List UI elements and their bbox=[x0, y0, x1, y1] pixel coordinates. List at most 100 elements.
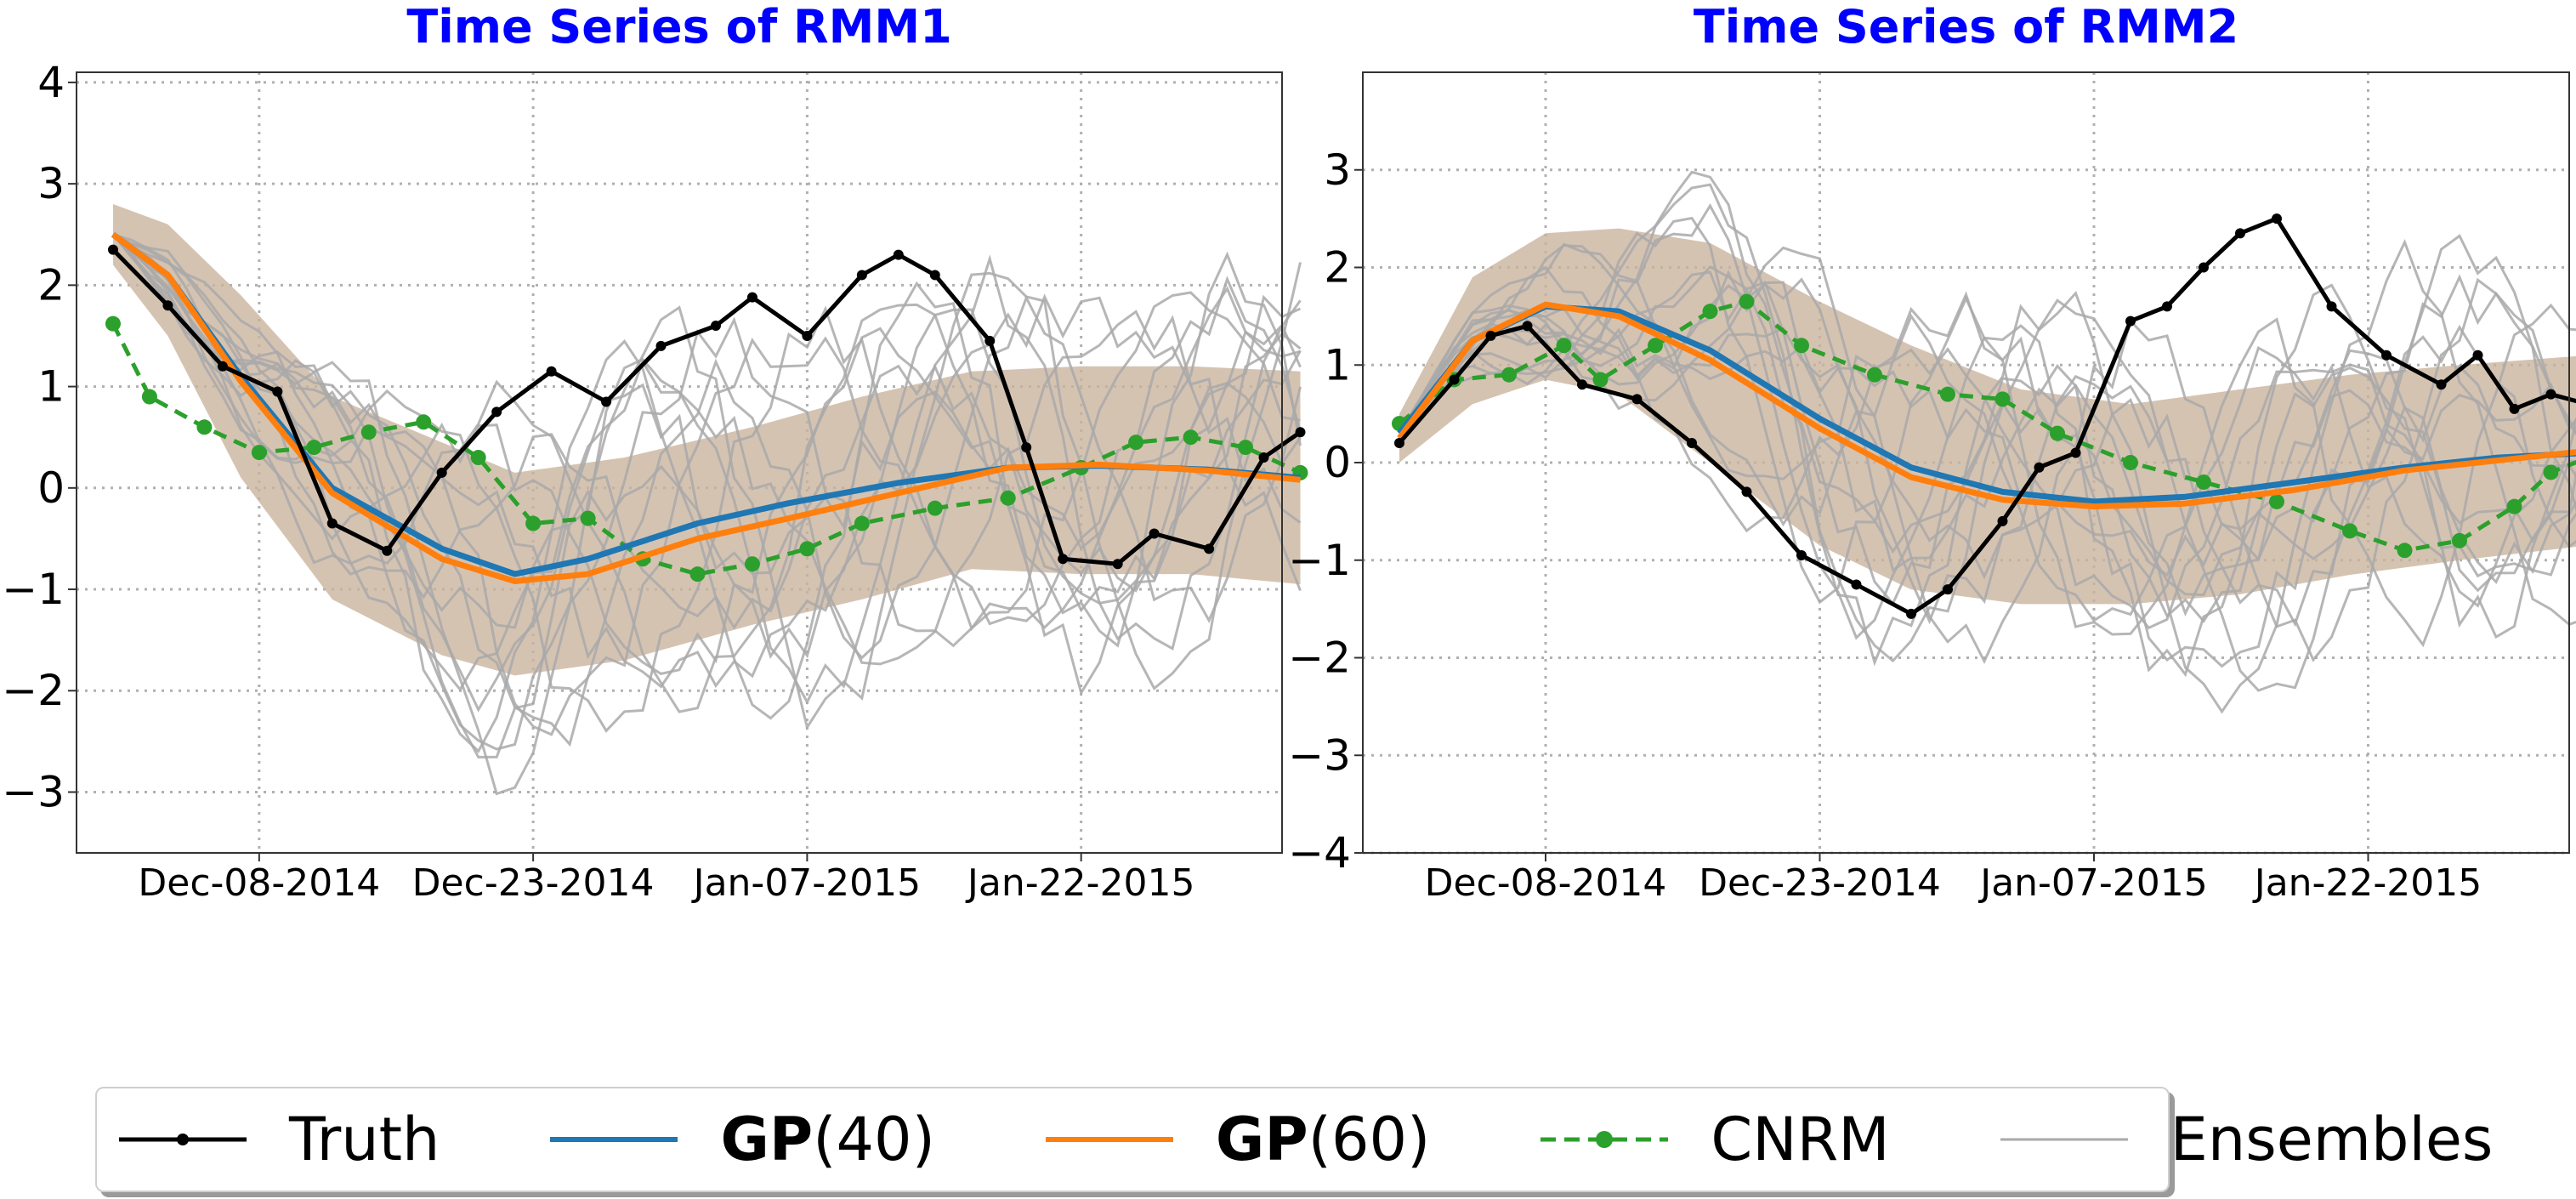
ensemble-line bbox=[1398, 306, 2576, 580]
y-tick-label: 0 bbox=[1324, 438, 1351, 487]
series-point-truth bbox=[1258, 452, 1269, 463]
x-tick-label: Dec-08-2014 bbox=[1425, 861, 1667, 905]
series-point-truth bbox=[2125, 315, 2136, 327]
series-point-cnrm bbox=[1556, 338, 1572, 354]
y-tick-label: 4 bbox=[37, 58, 65, 107]
series-point-truth bbox=[1204, 543, 1215, 554]
series-point-truth bbox=[2235, 228, 2245, 239]
series-point-truth bbox=[1577, 379, 1587, 390]
series-line-gp60 bbox=[111, 231, 1301, 584]
series-point-cnrm bbox=[141, 389, 157, 405]
series-point-cnrm bbox=[1739, 293, 1755, 310]
legend-swatch-truth bbox=[119, 1134, 247, 1145]
series-point-cnrm bbox=[1501, 367, 1517, 383]
series-point-cnrm bbox=[2196, 474, 2211, 490]
ensemble-line bbox=[111, 233, 1302, 759]
series-point-truth bbox=[546, 366, 557, 377]
legend-item-ensembles: Ensembles bbox=[2000, 1105, 2493, 1174]
ensemble-line bbox=[1398, 270, 2576, 597]
series-point-cnrm bbox=[2342, 523, 2358, 539]
y-tick-label: 1 bbox=[37, 362, 65, 412]
series-point-truth bbox=[1058, 554, 1069, 565]
series-point-truth bbox=[326, 518, 338, 529]
series-point-truth bbox=[1021, 442, 1032, 453]
series-point-truth bbox=[107, 244, 118, 255]
legend-label-gp40: GP(40) bbox=[720, 1105, 935, 1174]
ensemble-line bbox=[1398, 264, 2576, 624]
series-point-truth bbox=[2162, 301, 2172, 312]
series-point-cnrm bbox=[799, 541, 815, 557]
legend-label-cnrm: CNRM bbox=[1711, 1105, 1890, 1174]
series-point-truth bbox=[2326, 301, 2337, 312]
series-point-truth bbox=[162, 300, 173, 311]
series-point-truth bbox=[746, 292, 757, 303]
plot-frame bbox=[76, 71, 1283, 854]
panel-1: −3 −2 −1 0 1 2 3 4 Dec-08-2014 Dec-23-2014 Jan-07-… bbox=[2, 0, 1308, 905]
y-tick-label: 3 bbox=[1324, 145, 1351, 195]
series-point-truth bbox=[1943, 584, 1953, 595]
series-point-truth bbox=[802, 330, 813, 341]
y-tick-label: −1 bbox=[2, 565, 65, 614]
series-point-truth bbox=[2272, 213, 2282, 224]
y-tick-label: 0 bbox=[37, 463, 65, 513]
ensemble-line bbox=[112, 233, 1302, 713]
series-point-cnrm bbox=[927, 500, 943, 516]
series-point-cnrm bbox=[306, 440, 322, 456]
series-point-cnrm bbox=[689, 566, 706, 582]
ensemble-line bbox=[1398, 265, 2576, 668]
legend-label-truth: Truth bbox=[289, 1105, 440, 1174]
series-point-truth bbox=[1906, 608, 1916, 619]
series-point-cnrm bbox=[196, 419, 213, 435]
series-point-truth bbox=[1485, 330, 1496, 341]
series-point-truth bbox=[1295, 427, 1306, 438]
y-tick-label: −3 bbox=[1288, 730, 1351, 780]
legend-swatch-ensembles bbox=[2000, 1138, 2128, 1141]
series-point-truth bbox=[984, 335, 996, 346]
series-point-truth bbox=[1631, 394, 1643, 405]
series-point-truth bbox=[2034, 462, 2045, 473]
y-tick-label: −4 bbox=[1288, 828, 1351, 878]
series-point-cnrm bbox=[2452, 532, 2467, 548]
series-point-truth bbox=[2199, 262, 2209, 273]
series-point-truth bbox=[1796, 550, 1807, 561]
x-tick-label: Jan-22-2015 bbox=[2252, 861, 2482, 905]
ensemble-line bbox=[112, 233, 1301, 751]
series-point-truth bbox=[1112, 559, 1123, 570]
ensemble-line bbox=[111, 233, 1302, 753]
legend-item-gp40: GP(40) bbox=[550, 1105, 935, 1174]
series-point-truth bbox=[217, 361, 228, 372]
x-tick-label: Jan-07-2015 bbox=[1977, 861, 2208, 905]
legend-item-truth: Truth bbox=[119, 1105, 440, 1174]
ensemble-line bbox=[1398, 277, 2576, 628]
series-line-gp60 bbox=[1397, 301, 2576, 510]
x-tick-label: Jan-22-2015 bbox=[965, 861, 1195, 905]
series-point-truth bbox=[929, 270, 940, 281]
series-point-cnrm bbox=[1592, 372, 1609, 388]
ensemble-line bbox=[1398, 183, 2576, 714]
series-point-truth bbox=[1687, 438, 1697, 449]
ensemble-line bbox=[111, 233, 1302, 796]
series-point-truth bbox=[2509, 403, 2520, 414]
series-point-truth bbox=[2381, 349, 2392, 361]
series-point-cnrm bbox=[1128, 435, 1144, 451]
ensemble-line bbox=[111, 233, 1301, 747]
series-point-truth bbox=[856, 270, 867, 281]
series-point-cnrm bbox=[1648, 338, 1663, 354]
uncertainty-band bbox=[1399, 228, 2576, 605]
series-point-truth bbox=[2436, 379, 2447, 390]
series-point-cnrm bbox=[360, 424, 377, 440]
series-point-truth bbox=[1997, 515, 2008, 526]
series-point-cnrm bbox=[2050, 425, 2065, 441]
charts-canvas: −3 −2 −1 0 1 2 3 4 Dec-08-2014 Dec-23-2014 Jan-07-… bbox=[2, 0, 2576, 905]
y-tick-label: 2 bbox=[37, 260, 65, 310]
series-point-cnrm bbox=[525, 515, 542, 531]
series-point-truth bbox=[1394, 438, 1404, 449]
series-point-cnrm bbox=[1940, 386, 1955, 402]
series-point-cnrm bbox=[105, 315, 121, 332]
ensemble-line bbox=[1398, 170, 2576, 692]
legend-swatch-gp60 bbox=[1045, 1137, 1173, 1142]
series-point-cnrm bbox=[1183, 429, 1199, 446]
chart-title: Time Series of RMM2 bbox=[1694, 0, 2238, 54]
legend-item-cnrm: CNRM bbox=[1540, 1105, 1890, 1174]
series-point-truth bbox=[893, 249, 904, 260]
